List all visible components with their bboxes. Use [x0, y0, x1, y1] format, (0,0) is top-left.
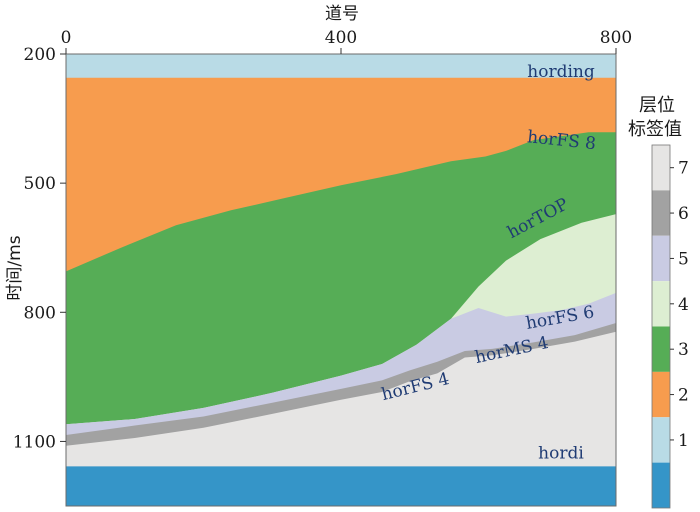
x-tick-label: 400 — [325, 28, 357, 48]
colorbar-swatch-2 — [652, 371, 670, 418]
horizon-label-hordi: hordi — [538, 444, 584, 464]
colorbar-swatch-3 — [652, 326, 670, 372]
colorbar-title-line1: 层位 — [639, 95, 675, 116]
colorbar-tick-label: 6 — [678, 204, 689, 224]
y-tick-label: 500 — [24, 174, 56, 194]
colorbar-title-line2: 标签值 — [628, 119, 682, 140]
axis-ticks: 0 400 800 200 500 800 1100 — [13, 28, 632, 452]
colorbar-swatch-4 — [652, 281, 670, 327]
y-tick-label: 1100 — [13, 432, 56, 452]
layer-7 — [66, 331, 616, 506]
x-tick-label: 800 — [600, 28, 632, 48]
colorbar-tick-label: 1 — [678, 431, 689, 451]
horizon-label-hording: hording — [527, 62, 595, 82]
y-tick-label: 200 — [24, 45, 56, 65]
plot-area — [66, 54, 616, 507]
colorbar-frame — [651, 144, 671, 509]
y-axis-title: 时间/ms — [5, 235, 25, 300]
colorbar-tick-label: 3 — [678, 340, 689, 360]
colorbar-tick-label: 2 — [678, 386, 689, 406]
colorbar-tick-label: 4 — [678, 295, 689, 315]
colorbar-swatch-5 — [652, 235, 670, 282]
colorbar-legend: 层位 标签值 7 6 5 4 3 2 1 — [628, 95, 689, 509]
x-tick-label: 0 — [61, 28, 72, 48]
colorbar-swatch-7 — [652, 145, 670, 191]
colorbar-swatch-base — [652, 462, 670, 508]
colorbar-swatch-6 — [652, 190, 670, 236]
layer-base — [66, 466, 616, 506]
y-tick-label: 800 — [24, 303, 56, 323]
colorbar-swatch-1 — [652, 417, 670, 463]
colorbar-tick-label: 5 — [678, 249, 689, 269]
colorbar-tick-label: 7 — [678, 159, 689, 179]
x-axis-title: 道号 — [325, 4, 359, 24]
